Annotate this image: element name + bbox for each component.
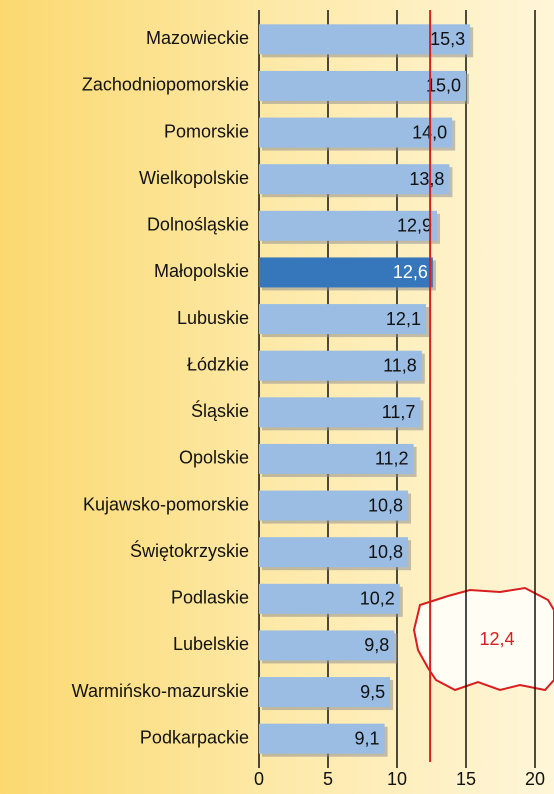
value-label: 11,7 <box>382 402 416 422</box>
bar <box>259 397 421 428</box>
y-tick-label: Opolskie <box>179 448 249 468</box>
bar <box>259 537 409 568</box>
value-label: 11,2 <box>375 449 409 469</box>
bar <box>259 583 400 614</box>
y-tick-label: Wielkopolskie <box>139 168 249 188</box>
y-tick-label: Dolnośląskie <box>147 215 249 235</box>
bar <box>259 630 395 661</box>
bar <box>259 677 391 708</box>
value-label: 9,8 <box>364 635 389 655</box>
bar <box>259 70 466 101</box>
y-tick-label: Lubelskie <box>173 634 249 654</box>
y-tick-label: Łódzkie <box>187 354 249 374</box>
reference-label: 12,4 <box>479 629 514 649</box>
value-label: 12,1 <box>386 309 421 329</box>
bar <box>259 443 414 474</box>
value-label: 11,8 <box>383 355 417 375</box>
y-tick-label: Pomorskie <box>164 121 249 141</box>
value-label: 10,8 <box>368 542 403 562</box>
y-tick-label: Lubuskie <box>177 308 249 328</box>
value-label: 13,8 <box>409 169 444 189</box>
x-tick-label: 10 <box>387 769 407 789</box>
value-label: 12,9 <box>397 216 432 236</box>
value-label: 10,8 <box>368 495 403 515</box>
bar <box>259 117 453 148</box>
x-tick-label: 15 <box>456 769 476 789</box>
value-label: 15,0 <box>426 76 461 96</box>
bar <box>259 24 471 55</box>
y-tick-label: Podkarpackie <box>140 727 249 747</box>
x-tick-label: 0 <box>254 769 264 789</box>
poland-outline <box>412 586 554 692</box>
bar <box>259 257 433 288</box>
value-label: 10,2 <box>360 589 395 609</box>
y-tick-label: Kujawsko-pomorskie <box>83 494 249 514</box>
bar <box>259 723 385 754</box>
value-label: 15,3 <box>430 29 465 49</box>
y-tick-label: Mazowieckie <box>146 28 249 48</box>
bar <box>259 490 409 521</box>
bar <box>259 350 422 381</box>
y-tick-label: Podlaskie <box>171 588 249 608</box>
y-tick-label: Małopolskie <box>154 261 249 281</box>
value-label: 9,5 <box>360 682 385 702</box>
y-tick-label: Świętokrzyskie <box>130 540 249 561</box>
x-tick-label: 20 <box>525 769 545 789</box>
y-tick-label: Warmińsko-mazurskie <box>72 681 249 701</box>
value-label: 12,6 <box>393 262 428 282</box>
bar <box>259 210 438 241</box>
x-tick-label: 5 <box>323 769 333 789</box>
bar <box>259 304 426 335</box>
value-label: 9,1 <box>355 728 380 748</box>
y-tick-label: Śląskie <box>191 400 249 421</box>
bar <box>259 164 450 195</box>
y-tick-label: Zachodniopomorskie <box>82 75 249 95</box>
